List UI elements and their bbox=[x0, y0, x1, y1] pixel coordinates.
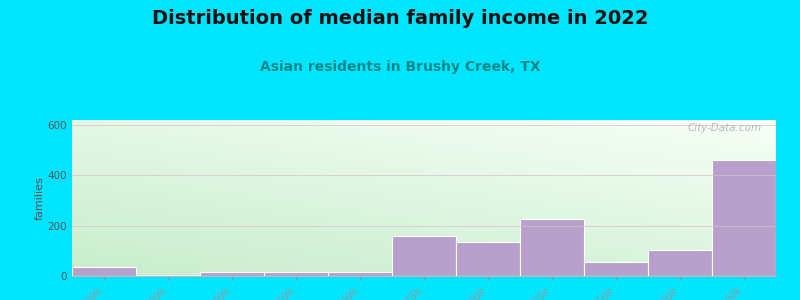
Y-axis label: families: families bbox=[34, 176, 45, 220]
Bar bbox=[392, 236, 456, 276]
Bar bbox=[456, 242, 520, 276]
Text: Asian residents in Brushy Creek, TX: Asian residents in Brushy Creek, TX bbox=[260, 60, 540, 74]
Bar bbox=[328, 272, 392, 276]
Bar bbox=[264, 272, 328, 276]
Bar bbox=[136, 275, 200, 276]
Bar bbox=[72, 267, 136, 276]
Bar bbox=[712, 160, 776, 276]
Text: Distribution of median family income in 2022: Distribution of median family income in … bbox=[152, 9, 648, 28]
Bar bbox=[648, 250, 712, 276]
Bar bbox=[520, 219, 584, 276]
Bar bbox=[584, 262, 648, 276]
Text: City-Data.com: City-Data.com bbox=[688, 123, 762, 133]
Bar bbox=[200, 272, 264, 276]
